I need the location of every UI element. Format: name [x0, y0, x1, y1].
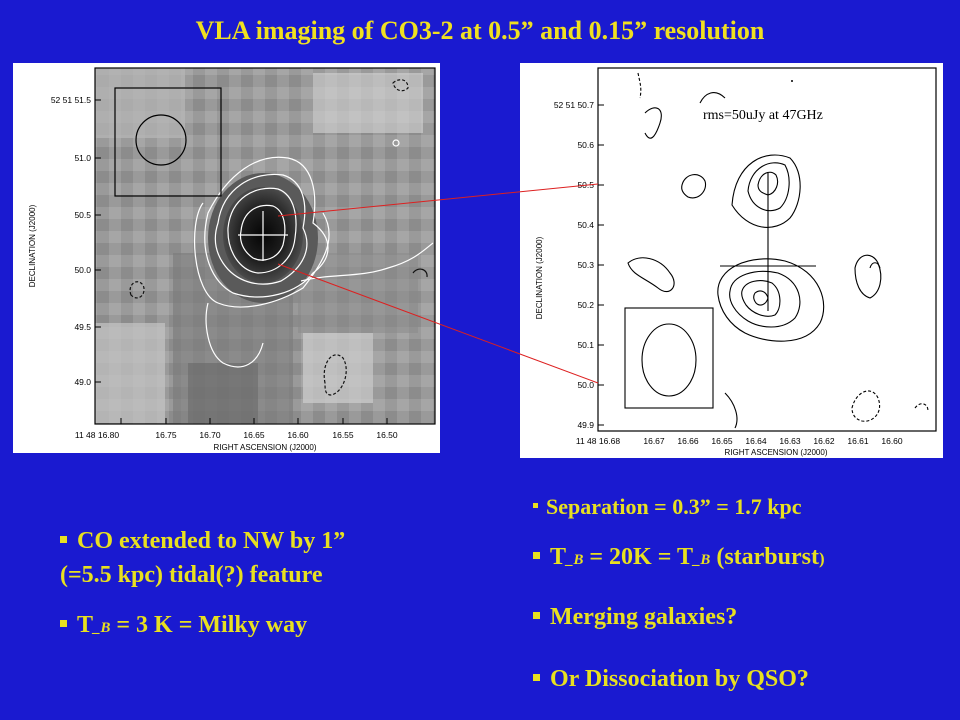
left-ytick: 49.5: [74, 322, 91, 332]
bullet-square-icon: [533, 611, 540, 619]
bullet-separation: Separation = 0.3” = 1.7 kpc: [533, 494, 801, 520]
right-xtick: 16.66: [677, 436, 699, 446]
left-ytick: 50.5: [74, 210, 91, 220]
right-xtick: 11 48 16.68: [576, 436, 621, 446]
left-bullet-list: CO extended to NW by 1” (=5.5 kpc) tidal…: [60, 520, 480, 660]
right-bullet-list: Separation = 0.3” = 1.7 kpc T_B = 20K = …: [533, 490, 953, 710]
right-ytick: 50.4: [577, 220, 594, 230]
right-map-panel: rms=50uJy at 47GHz 52 51 50.7 50.6 50.5 …: [520, 63, 943, 458]
bullet-square-icon: [533, 673, 540, 681]
right-ytick: 50.0: [577, 380, 594, 390]
left-ytick: 50.0: [74, 265, 91, 275]
right-xtick: 16.62: [813, 436, 835, 446]
bullet-co-extended-cont: (=5.5 kpc) tidal(?) feature: [60, 562, 323, 588]
bullet-dissociation-qso: Or Dissociation by QSO?: [533, 666, 809, 693]
left-y-axis-label: DECLINATION (J2000): [28, 204, 37, 287]
right-y-axis-label: DECLINATION (J2000): [535, 236, 544, 319]
right-xtick: 16.64: [745, 436, 767, 446]
left-xtick: 16.70: [199, 430, 221, 440]
bullet-tb-starburst: T_B = 20K = T_B (starburst): [533, 544, 825, 571]
left-xtick: 16.50: [376, 430, 398, 440]
right-ytick: 50.2: [577, 300, 594, 310]
right-ytick: 50.5: [577, 180, 594, 190]
right-ytick: 52 51 50.7: [554, 100, 594, 110]
left-contour-map: 52 51 51.5 51.0 50.5 50.0 49.5 49.0 11 4…: [28, 67, 436, 452]
left-xtick: 16.65: [243, 430, 265, 440]
bullet-square-icon: [60, 535, 67, 543]
right-x-axis-label: RIGHT ASCENSION (J2000): [725, 448, 828, 457]
bullet-co-extended: CO extended to NW by 1”: [60, 528, 345, 555]
bullet-tb-milky-way: T_B = 3 K = Milky way: [60, 612, 307, 639]
left-xtick: 16.55: [332, 430, 354, 440]
left-xtick: 16.75: [155, 430, 177, 440]
rms-annotation: rms=50uJy at 47GHz: [703, 108, 823, 123]
right-xtick: 16.61: [847, 436, 869, 446]
left-xtick: 16.60: [287, 430, 309, 440]
right-ytick: 50.6: [577, 140, 594, 150]
bullet-merging-galaxies: Merging galaxies?: [533, 604, 737, 631]
left-x-axis-label: RIGHT ASCENSION (J2000): [214, 443, 317, 452]
right-xtick: 16.67: [643, 436, 665, 446]
left-xtick: 11 48 16.80: [75, 430, 120, 440]
right-ytick: 50.1: [577, 340, 594, 350]
bullet-square-icon: [533, 551, 540, 559]
right-ytick: 49.9: [577, 420, 594, 430]
right-xtick: 16.65: [711, 436, 733, 446]
right-xtick: 16.63: [779, 436, 801, 446]
right-xtick: 16.60: [881, 436, 903, 446]
left-ytick: 52 51 51.5: [51, 95, 91, 105]
bullet-square-icon: [533, 503, 538, 509]
slide-title: VLA imaging of CO3-2 at 0.5” and 0.15” r…: [195, 16, 765, 45]
left-ytick: 51.0: [74, 153, 91, 163]
right-contour-map: rms=50uJy at 47GHz 52 51 50.7 50.6 50.5 …: [535, 67, 937, 457]
bullet-square-icon: [60, 619, 67, 627]
left-ytick: 49.0: [74, 377, 91, 387]
left-map-panel: 52 51 51.5 51.0 50.5 50.0 49.5 49.0 11 4…: [13, 63, 440, 453]
right-ytick: 50.3: [577, 260, 594, 270]
